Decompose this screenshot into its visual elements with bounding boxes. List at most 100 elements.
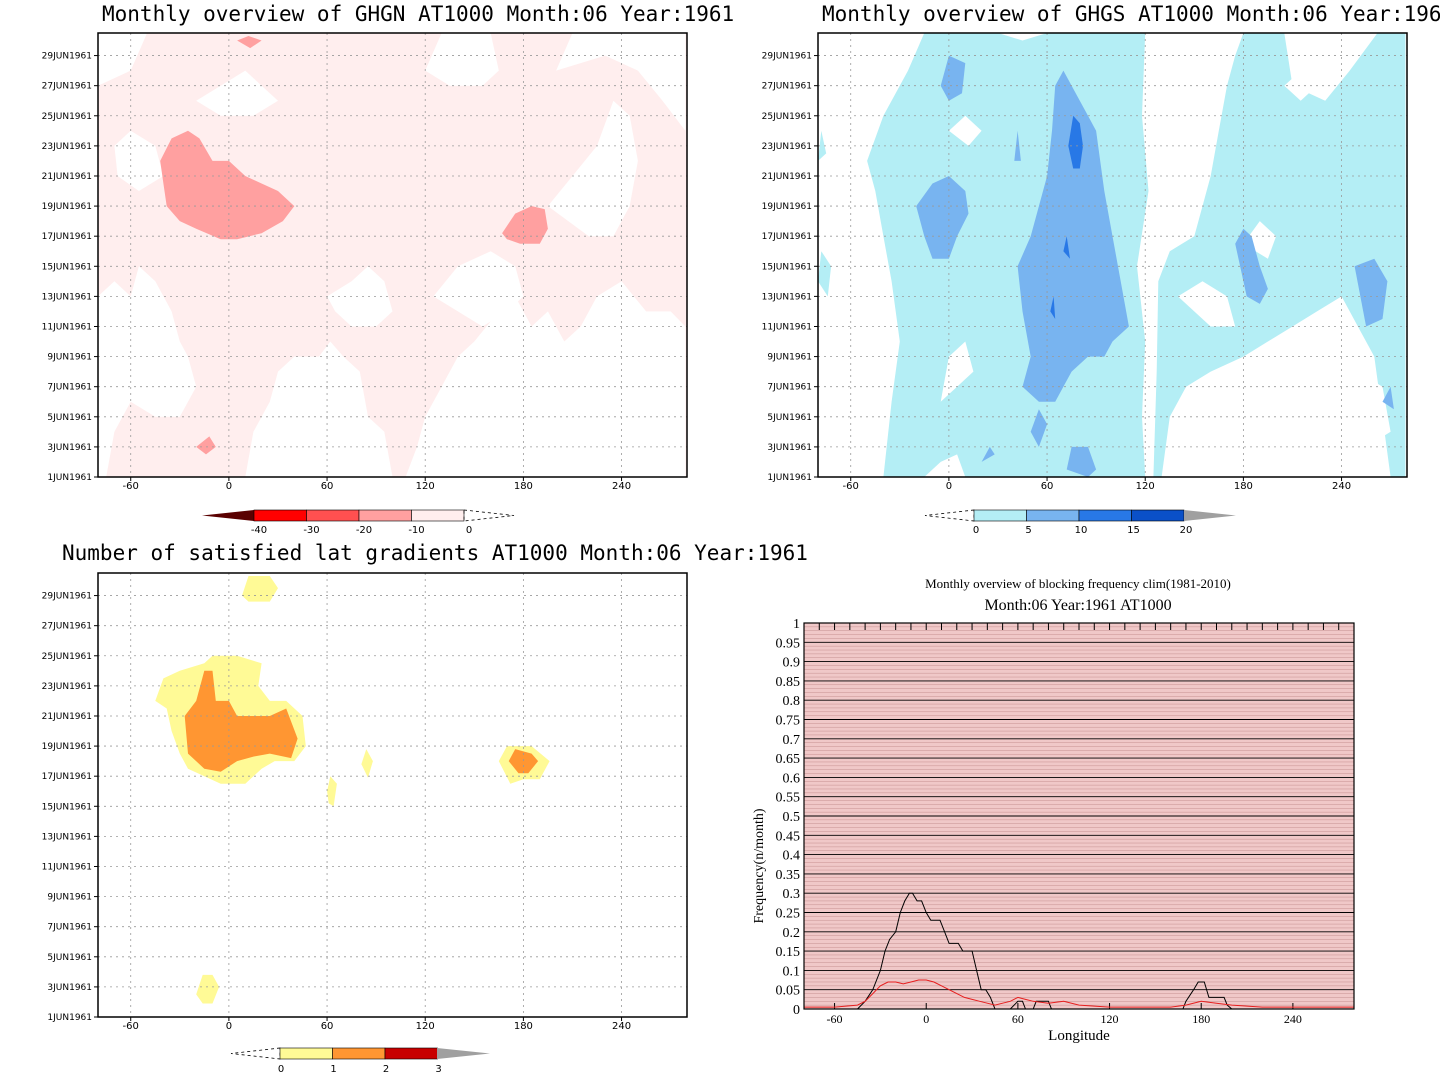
ghgn-y-tick-label: 17JUN1961 [42, 232, 92, 242]
grad-value1-region [242, 576, 278, 602]
grad-colorbar-label: 3 [435, 1064, 441, 1075]
ghgs-colorbar-label: 5 [1025, 525, 1031, 536]
freq-y-tick-label: 0.8 [783, 694, 801, 709]
ghgs-colorbar-swatch [1078, 509, 1132, 522]
ghgn-y-tick-label: 27JUN1961 [42, 82, 92, 92]
ghgn-y-tick-label: 13JUN1961 [42, 292, 92, 302]
grad-colorbar-right-arrow [437, 1048, 490, 1059]
grad-y-tick-label: 17JUN1961 [42, 772, 92, 782]
grad-x-tick-label: 60 [321, 1021, 334, 1032]
ghgs-10to15-region [1050, 296, 1056, 319]
grad-x-tick-label: -60 [123, 1021, 139, 1032]
ghgn-low-region [327, 266, 393, 327]
ghgn-y-tick-label: 11JUN1961 [42, 322, 92, 332]
ghgs-5to10-region [940, 55, 966, 101]
ghgn-colorbar-swatch [358, 509, 412, 522]
ghgs-5to10-region [981, 446, 995, 462]
ghgn-y-tick-label: 3JUN1961 [47, 443, 92, 453]
ghgn-low-region [98, 266, 197, 477]
ghgn-low-region [547, 100, 638, 237]
ghgn-panel: -60 0 60 120 180 240 1JUN1961 3JUN1961 5JUN1961 7… [42, 32, 688, 492]
freq-x-tick-label: 60 [1012, 1012, 1024, 1026]
ghgs-y-tick-label: 13JUN1961 [762, 292, 812, 302]
grad-colorbar-swatch [384, 1047, 438, 1060]
frequency-subtitle: Month:06 Year:1961 AT1000 [984, 597, 1172, 614]
freq-y-tick-label: 0.15 [776, 945, 801, 960]
ghgs-5to10-region [1066, 446, 1097, 477]
ghgn-minus20-region [237, 36, 262, 49]
freq-series-red-line [804, 979, 1354, 1008]
ghgs-title: Monthly overview of GHGS AT1000 Month:06… [822, 2, 1440, 26]
ghgs-colorbar-left-arrow [924, 509, 975, 522]
grad-value2-region [508, 749, 539, 774]
ghgn-y-tick-label: 1JUN1961 [47, 473, 92, 483]
ghgs-hole [1284, 70, 1317, 101]
ghgn-x-tick-label: 240 [612, 481, 631, 492]
freq-x-tick-label: 240 [1284, 1012, 1302, 1026]
ghgn-colorbar-swatch [253, 509, 307, 522]
freq-series-black-line [804, 892, 1354, 1010]
ghgn-colorbar-label: -30 [303, 525, 319, 536]
ghgs-y-tick-label: 29JUN1961 [762, 52, 812, 62]
ghgs-x-tick-label: 180 [1234, 481, 1253, 492]
grad-x-tick-label: 180 [514, 1021, 533, 1032]
ghgn-x-tick-label: 180 [514, 481, 533, 492]
ghgn-colorbar-left-arrow [202, 510, 254, 521]
frequency-title: Monthly overview of blocking frequency c… [925, 576, 1231, 591]
ghgn-y-tick-label: 25JUN1961 [42, 112, 92, 122]
freq-x-tick-label: -60 [827, 1012, 843, 1026]
ghgs-0to5-region [1153, 33, 1406, 477]
freq-y-tick-label: 0.9 [783, 656, 801, 671]
freq-x-tick-label: 0 [923, 1012, 929, 1026]
ghgn-low-region [196, 70, 278, 116]
ghgs-0to5-region [818, 251, 832, 297]
ghgn-low-region [405, 281, 686, 477]
freq-y-tick-label: 0.75 [776, 714, 801, 729]
ghgs-5to10-region [1030, 409, 1048, 447]
ghgs-y-tick-label: 19JUN1961 [762, 202, 812, 212]
ghgs-y-tick-label: 3JUN1961 [767, 443, 812, 453]
ghgs-colorbar-label: 15 [1127, 525, 1140, 536]
ghgs-x-tick-label: 0 [946, 481, 952, 492]
ghgs-10to15-region [1063, 236, 1070, 259]
ghgs-5to10-region [916, 176, 969, 259]
ghgn-low-region [114, 130, 164, 191]
ghgs-colorbar-label: 10 [1075, 525, 1088, 536]
grad-y-tick-label: 5JUN1961 [47, 953, 92, 963]
ghgs-x-tick-label: 120 [1136, 481, 1155, 492]
ghgn-low-region [245, 341, 393, 477]
grad-y-tick-label: 3JUN1961 [47, 983, 92, 993]
ghgs-5to10-region [1017, 70, 1129, 402]
grad-y-tick-label: 19JUN1961 [42, 742, 92, 752]
ghgn-colorbar: -40 -30 -20 -10 0 [202, 509, 515, 536]
ghgn-x-tick-label: 120 [416, 481, 435, 492]
grad-y-tick-label: 13JUN1961 [42, 832, 92, 842]
ghgn-colorbar-label: 0 [466, 525, 472, 536]
ghgn-minus20-region [196, 436, 216, 455]
freq-y-tick-label: 0.5 [783, 810, 801, 825]
freq-y-tick-label: 0.05 [776, 984, 801, 999]
freq-y-tick-label: 0.45 [776, 829, 801, 844]
ghgs-x-tick-label: -60 [843, 481, 859, 492]
freq-y-tick-label: 0.95 [776, 636, 801, 651]
ghgn-y-tick-label: 9JUN1961 [47, 353, 92, 363]
freq-frame [803, 622, 1355, 1010]
ghgn-y-tick-label: 23JUN1961 [42, 142, 92, 152]
ghgs-panel: -60 0 60 120 180 240 1JUN1961 3JUN1961 5JUN1961 7… [762, 32, 1408, 492]
ghgn-y-tick-label: 7JUN1961 [47, 383, 92, 393]
grad-value1-region [196, 974, 220, 1004]
ghgn-x-tick-label: 60 [321, 481, 334, 492]
grad-x-tick-label: 120 [416, 1021, 435, 1032]
ghgn-colorbar-label: -40 [251, 525, 267, 536]
gradients-title: Number of satisfied lat gradients AT1000… [62, 541, 808, 565]
ghgn-low-region [98, 33, 148, 86]
freq-x-tick-label: 120 [1101, 1012, 1119, 1026]
freq-y-tick-label: 0.85 [776, 675, 801, 690]
ghgn-colorbar-swatch [306, 509, 360, 522]
ghgs-y-tick-label: 21JUN1961 [762, 172, 812, 182]
grad-colorbar-label: 2 [383, 1064, 389, 1075]
ghgs-colorbar-right-arrow [1184, 510, 1236, 521]
ghgs-y-tick-label: 5JUN1961 [767, 413, 812, 423]
ghgn-y-tick-label: 5JUN1961 [47, 413, 92, 423]
